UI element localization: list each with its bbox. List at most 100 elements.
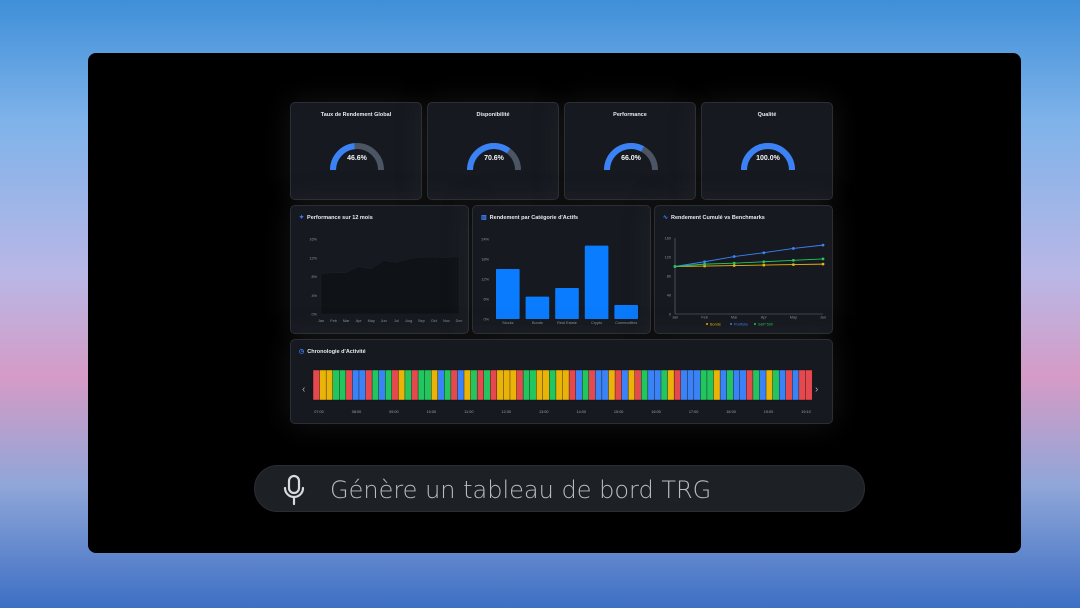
activity-segment xyxy=(739,369,747,401)
time-label: 13:00 xyxy=(539,410,549,414)
activity-segment xyxy=(345,369,353,401)
activity-segment xyxy=(319,369,327,401)
x-tick-label: May xyxy=(368,319,375,323)
y-tick-label: 16% xyxy=(309,238,317,242)
legend-label: Portfolio xyxy=(734,322,748,326)
y-tick-label: 18% xyxy=(481,258,489,262)
timeline-prev-button[interactable]: ‹ xyxy=(302,384,306,395)
y-tick-label: 80 xyxy=(667,275,671,279)
clock-icon: ◷ xyxy=(299,349,305,355)
line-chart: 0 40 80 120 160 Bonds Portfolio S&P 500 Jan Feb Ma… xyxy=(665,237,826,327)
x-tick-label: Nov xyxy=(443,319,450,323)
activity-segment xyxy=(614,369,622,401)
kpi-title: Disponibilité xyxy=(476,112,510,118)
x-tick-label: Jan xyxy=(318,319,324,323)
activity-segment xyxy=(641,369,649,401)
activity-segment xyxy=(450,369,458,401)
time-label: 08:00 xyxy=(352,410,362,414)
activity-segment xyxy=(805,369,813,401)
kpi-card: Disponibilité 70.6% xyxy=(427,102,559,200)
data-point xyxy=(732,264,736,267)
activity-segment xyxy=(706,369,714,401)
activity-segment xyxy=(680,369,688,401)
activity-segment xyxy=(457,369,465,401)
activity-segment xyxy=(470,369,478,401)
activity-segment xyxy=(634,369,642,401)
data-point xyxy=(732,255,736,258)
activity-segment xyxy=(752,369,760,401)
activity-segment xyxy=(778,369,787,401)
activity-segment xyxy=(792,369,800,401)
time-label: 11:00 xyxy=(464,410,473,414)
activity-segment xyxy=(713,369,721,401)
activity-segment xyxy=(371,369,380,401)
activity-segment xyxy=(581,369,590,401)
card-title: Rendement par Catégorie d'Actifs xyxy=(489,214,579,221)
activity-segment xyxy=(522,369,531,401)
time-label: 16:00 xyxy=(651,410,661,414)
y-tick-label: 120 xyxy=(665,256,671,260)
data-point xyxy=(821,243,825,247)
activity-segment xyxy=(647,369,655,401)
data-point xyxy=(792,258,795,262)
activity-timeline-card: ◷ Chronologie d'Activité 07:00 08:00 09:00 1… xyxy=(290,339,833,424)
data-point xyxy=(703,260,706,264)
activity-segment xyxy=(529,369,537,401)
voice-prompt-bar[interactable]: Génère un tableau de bord TRG xyxy=(254,465,865,512)
activity-segment xyxy=(476,369,485,401)
data-point xyxy=(732,261,736,265)
gauge-value: 66.0% xyxy=(621,155,642,162)
x-tick-label: Feb xyxy=(330,319,337,323)
gauge: 66.0% xyxy=(604,143,658,171)
sparkle-icon: ✦ xyxy=(299,215,305,221)
legend-label: S&P 500 xyxy=(758,322,773,326)
x-tick-label: Feb xyxy=(701,316,708,320)
x-tick-label: Jun xyxy=(381,319,387,323)
gauge: 70.6% xyxy=(467,143,521,171)
activity-segment xyxy=(509,369,517,401)
time-label: 15:00 xyxy=(614,410,624,414)
bar xyxy=(584,245,609,319)
gauge-fill xyxy=(604,143,645,171)
cumulative-return-card: ∿ Rendement Cumulé vs Benchmarks 0 40 80 120… xyxy=(654,205,833,334)
x-tick-label: Jun xyxy=(820,316,826,320)
activity-segment xyxy=(312,369,320,401)
y-tick-label: 6% xyxy=(484,298,490,302)
area-chart: 0% 4% 8% 12% 16% Jan Feb Mar Apr May Jun Jul Aug Sep O… xyxy=(309,238,462,324)
activity-segment xyxy=(490,369,498,401)
y-tick-label: 0% xyxy=(312,313,318,317)
activity-segment xyxy=(746,369,754,401)
activity-segment xyxy=(627,369,636,401)
data-point xyxy=(762,263,766,267)
data-point xyxy=(792,263,795,266)
activity-segment xyxy=(555,369,563,401)
bar xyxy=(614,305,638,319)
x-tick-label: Mar xyxy=(731,316,738,320)
timeline-next-button[interactable]: › xyxy=(815,384,819,395)
activity-segment xyxy=(687,369,695,401)
time-label: 07:00 xyxy=(314,410,324,414)
activity-segment xyxy=(391,369,399,401)
bar xyxy=(555,288,579,319)
legend-marker xyxy=(754,323,756,325)
y-tick-label: 0% xyxy=(484,318,490,322)
activity-segment xyxy=(496,369,504,401)
bar xyxy=(525,296,550,319)
asset-category-card: ▥ Rendement par Catégorie d'Actifs 0% 6% 12… xyxy=(472,205,651,334)
activity-segment xyxy=(325,369,334,401)
kpi-card: Qualité 100.0% xyxy=(701,102,833,200)
gauge-value: 46.6% xyxy=(347,155,368,162)
area-series xyxy=(320,256,460,315)
data-point xyxy=(792,247,795,250)
y-tick-label: 40 xyxy=(667,294,671,298)
activity-segment xyxy=(516,369,524,401)
timeline: 07:00 08:00 09:00 10:00 11:00 12:00 13:00 14:00… xyxy=(312,369,813,414)
card-title: Performance sur 12 mois xyxy=(307,214,373,221)
y-tick-label: 0 xyxy=(669,313,671,317)
activity-segment xyxy=(542,369,550,401)
activity-segment xyxy=(726,369,734,401)
bar-chart: 0% 6% 12% 18% 24% Stocks Bonds Real Estate Crypt… xyxy=(481,238,638,325)
data-point xyxy=(821,262,825,266)
microphone-icon[interactable] xyxy=(282,474,306,506)
y-tick-label: 4% xyxy=(312,294,318,298)
